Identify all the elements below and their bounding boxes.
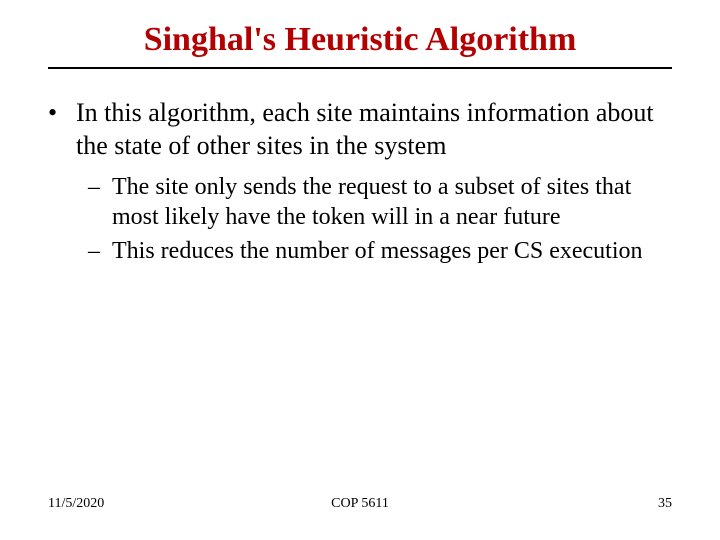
sub-bullet-text: This reduces the number of messages per … bbox=[112, 236, 672, 266]
bullet-level1: In this algorithm, each site maintains i… bbox=[48, 97, 672, 162]
sub-bullet-list: The site only sends the request to a sub… bbox=[88, 172, 672, 266]
footer-course: COP 5611 bbox=[48, 496, 672, 512]
bullet-level2: This reduces the number of messages per … bbox=[88, 236, 672, 266]
slide-footer: 11/5/2020 COP 5611 35 bbox=[48, 496, 672, 512]
dash-icon bbox=[88, 236, 112, 266]
bullet-dot-icon bbox=[48, 97, 76, 162]
footer-page: 35 bbox=[658, 496, 672, 512]
title-rule bbox=[48, 67, 672, 69]
slide: Singhal's Heuristic Algorithm In this al… bbox=[0, 0, 720, 540]
dash-icon bbox=[88, 172, 112, 232]
bullet-text: In this algorithm, each site maintains i… bbox=[76, 97, 672, 162]
sub-bullet-text: The site only sends the request to a sub… bbox=[112, 172, 672, 232]
slide-title: Singhal's Heuristic Algorithm bbox=[48, 20, 672, 59]
slide-body: In this algorithm, each site maintains i… bbox=[48, 97, 672, 266]
footer-date: 11/5/2020 bbox=[48, 496, 104, 512]
bullet-level2: The site only sends the request to a sub… bbox=[88, 172, 672, 232]
